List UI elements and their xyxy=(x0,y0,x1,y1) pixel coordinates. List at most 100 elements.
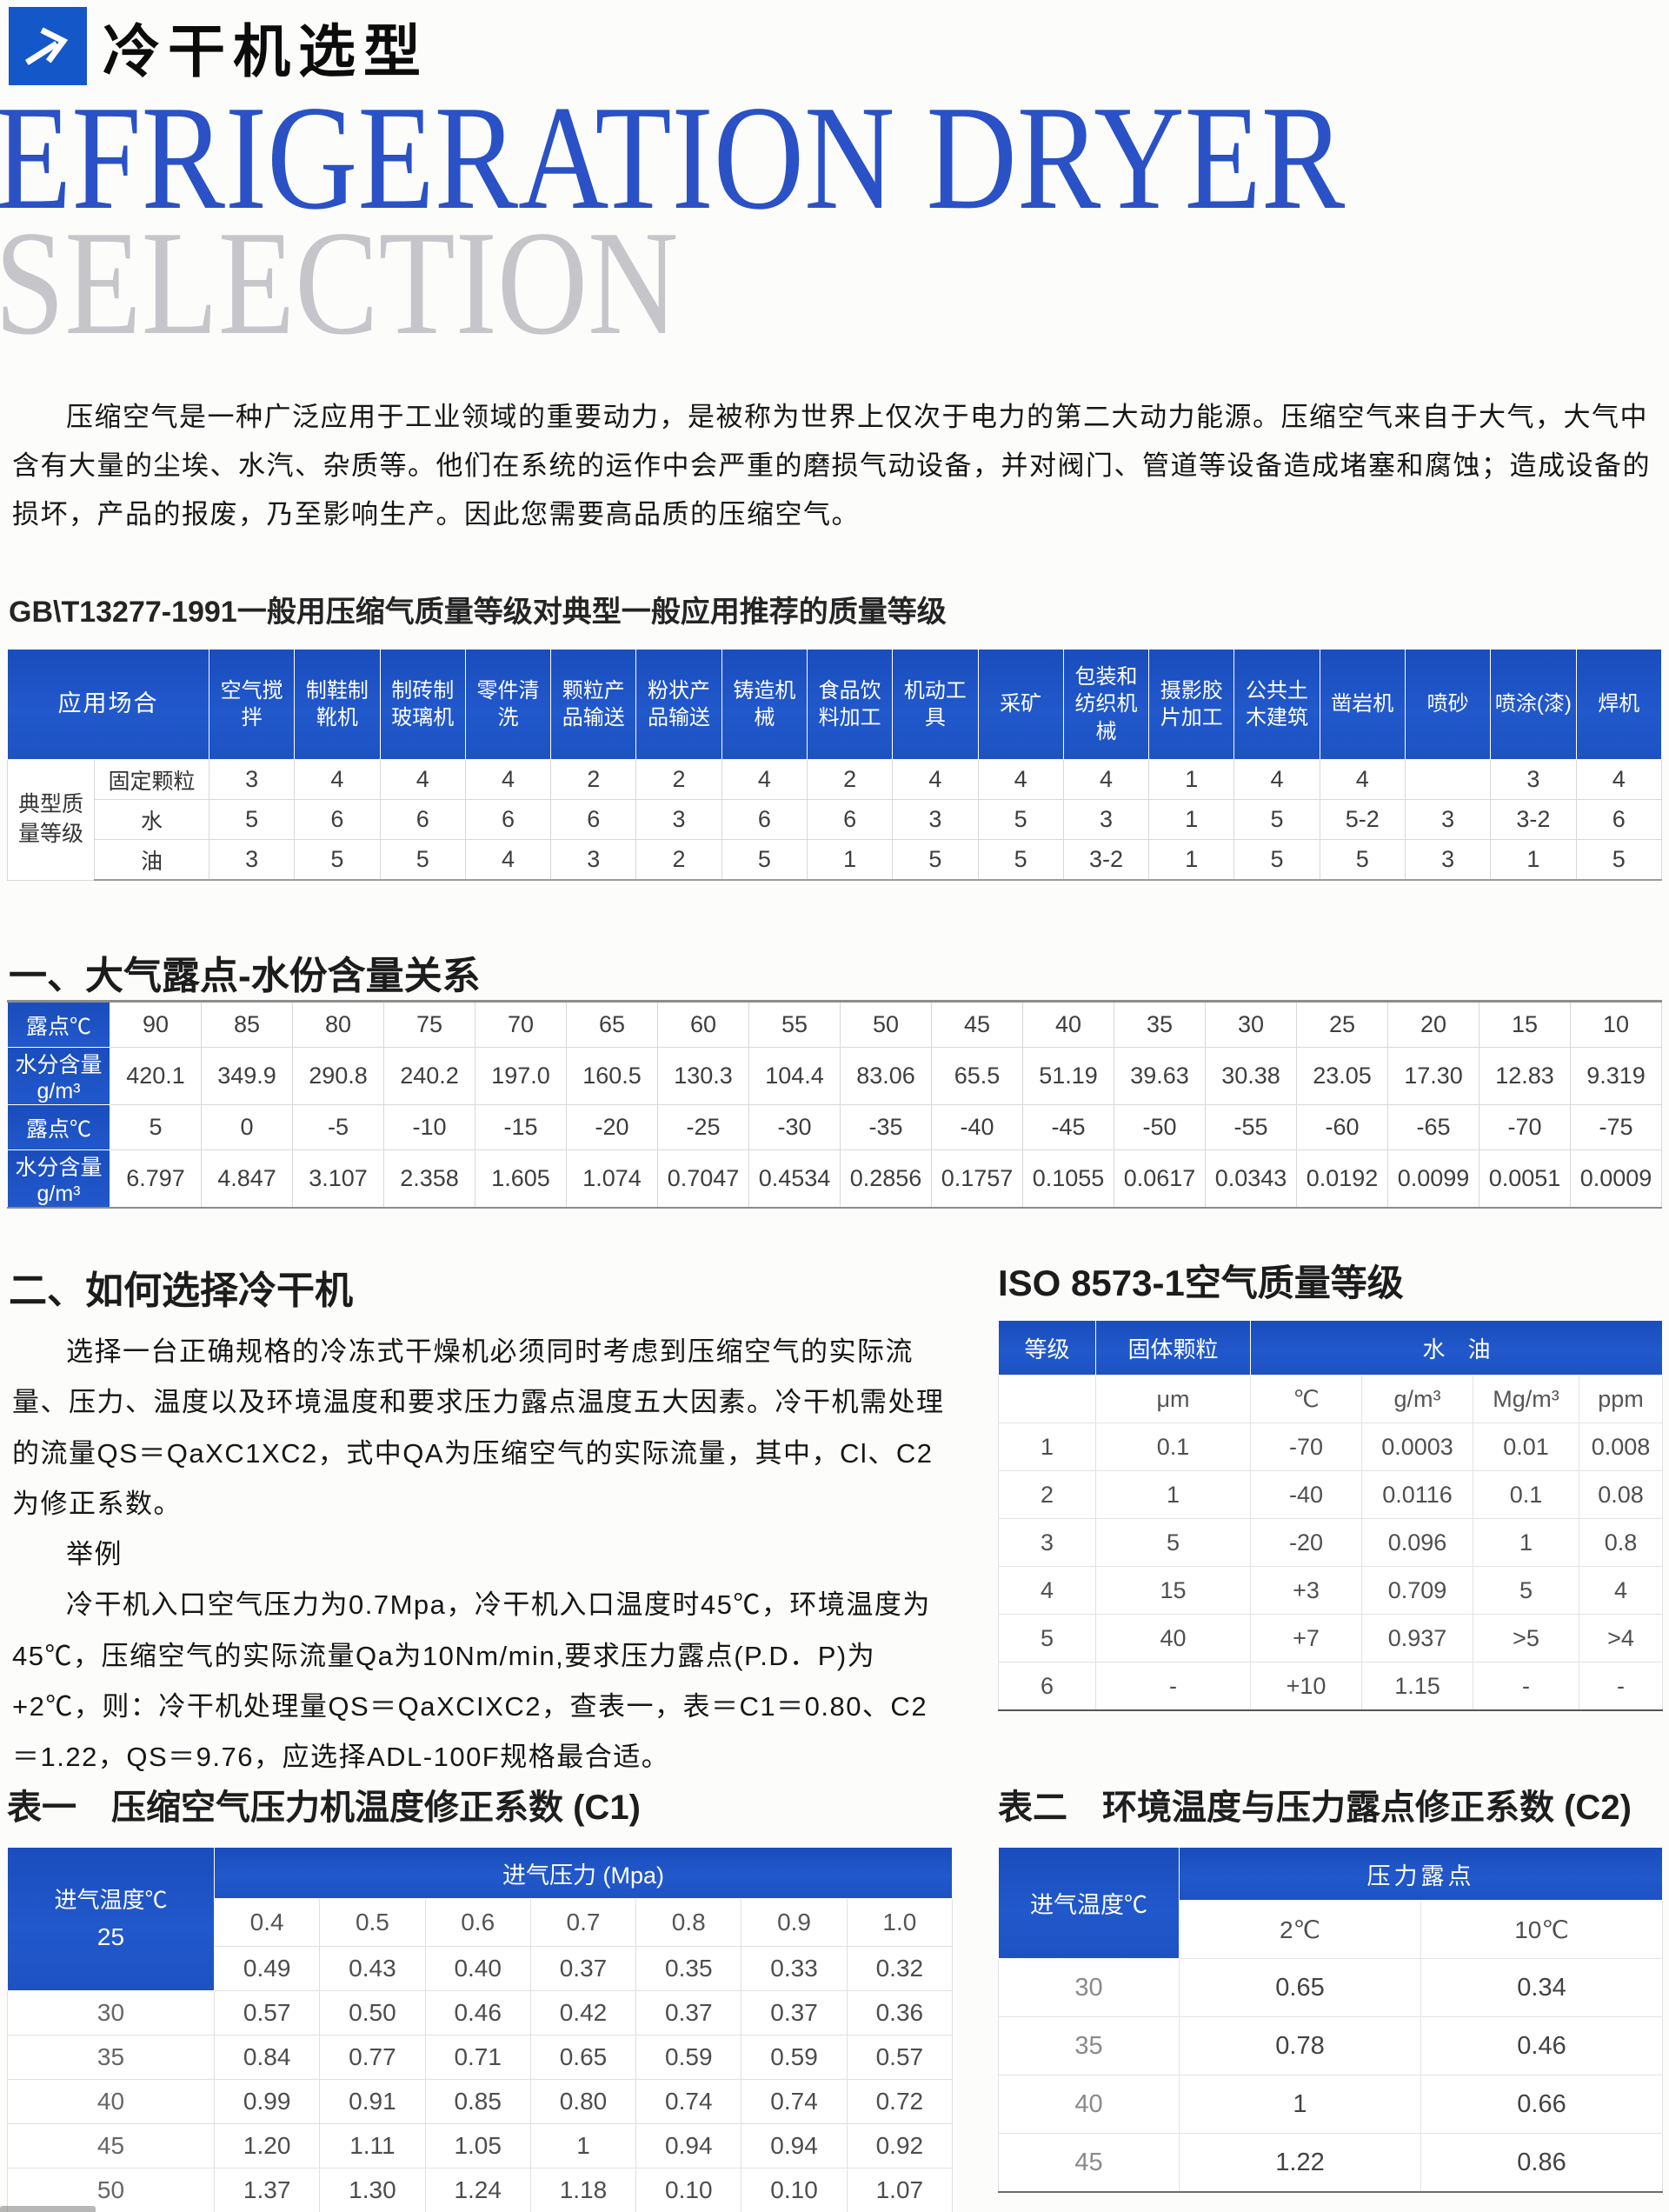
dewpoint-value-cell: 5 xyxy=(110,1104,202,1150)
dewpoint-value-cell: -55 xyxy=(1205,1104,1297,1150)
iso-value-cell: 0.1 xyxy=(1473,1470,1579,1519)
dewpoint-value-cell: 20 xyxy=(1387,1001,1479,1048)
t2-value-cell: 0.78 xyxy=(1179,2016,1421,2075)
dewpoint-value-cell: 1.074 xyxy=(566,1149,658,1209)
t1-value-cell: 0.49 xyxy=(213,1946,321,1991)
gb-value-cell: 4 xyxy=(721,759,808,800)
iso-unit-label: μm xyxy=(1095,1375,1251,1423)
dewpoint-value-cell: 0.0099 xyxy=(1387,1149,1479,1209)
gb-value-cell: 5 xyxy=(892,839,979,881)
dewpoint-value-cell: 3.107 xyxy=(292,1149,384,1209)
t1-value-cell: 1 xyxy=(529,2123,637,2169)
t1-value-cell: 1.20 xyxy=(213,2123,321,2169)
selection-paragraph-1: 选择一台正确规格的冷冻式干燥机必须同时考虑到压缩空气的实际流量、压力、温度以及环… xyxy=(12,1336,945,1519)
gb-value-cell: 2 xyxy=(550,759,637,800)
dewpoint-value-cell: 0.0009 xyxy=(1570,1149,1662,1209)
gb-value-cell: 3 xyxy=(208,839,296,881)
dewpoint-value-cell: 197.0 xyxy=(475,1047,567,1105)
gb-value-cell: 5 xyxy=(294,839,381,881)
gb-column-header: 包装和纺织机械 xyxy=(1062,649,1150,760)
gb-value-cell: 2 xyxy=(806,759,894,800)
intro-paragraph: 压缩空气是一种广泛应用于工业领域的重要动力，是被称为世界上仅次于电力的第二大动力… xyxy=(12,402,1651,530)
iso-table: 等级 固体颗粒水 油 μm ℃ g/m³ Mg/m³ ppm 1 0.1 -70 0.0003 0.0… xyxy=(998,1320,1664,1711)
t1-value-cell: 1.24 xyxy=(424,2168,531,2212)
t2-corner-header: 进气温度℃ xyxy=(998,1847,1180,1959)
iso-grade-cell: 3 xyxy=(998,1518,1096,1567)
dewpoint-value-cell: -75 xyxy=(1570,1104,1662,1150)
gb-value-cell: 6 xyxy=(294,799,381,840)
iso-value-cell: +10 xyxy=(1250,1662,1362,1711)
dewpoint-value-cell: -50 xyxy=(1114,1104,1206,1150)
gb-value-cell: 4 xyxy=(464,839,552,881)
gb-value-cell: 1 xyxy=(1148,839,1235,881)
t1-corner-label: 进气温度℃ xyxy=(54,1887,168,1914)
dewpoint-value-cell: 0.0051 xyxy=(1479,1149,1571,1209)
gb-value-cell: 3-2 xyxy=(1490,799,1577,840)
selection-text: 选择一台正确规格的冷冻式干燥机必须同时考虑到压缩空气的实际流量、压力、温度以及环… xyxy=(12,1327,954,1782)
gb-value-cell: 2 xyxy=(635,759,722,800)
section-two-heading: 二、如何选择冷干机 xyxy=(9,1269,353,1312)
t1-value-cell: 0.50 xyxy=(319,1990,426,2035)
gb-value-cell: 5 xyxy=(1575,839,1662,881)
dewpoint-value-cell: 15 xyxy=(1479,1001,1571,1048)
iso-unit-label: ℃ xyxy=(1250,1375,1362,1423)
dewpoint-value-cell: 40 xyxy=(1022,1001,1114,1048)
t2-temp-label: 40 xyxy=(998,2075,1180,2134)
iso-value-cell: >5 xyxy=(1473,1614,1579,1662)
dewpoint-value-cell: -65 xyxy=(1387,1104,1479,1150)
dewpoint-value-cell: 65.5 xyxy=(931,1047,1023,1105)
dewpoint-value-cell: 0.4534 xyxy=(748,1149,841,1209)
iso-value-cell: 1.15 xyxy=(1361,1662,1473,1711)
iso-solid-header: 固体颗粒 xyxy=(1095,1320,1251,1376)
page-title: 冷干机选型 xyxy=(103,19,429,83)
gb-value-cell: 6 xyxy=(464,799,552,840)
gb-value-cell: 3-2 xyxy=(1062,839,1150,881)
dewpoint-row-label: 水分含量g/m³ xyxy=(7,1047,110,1105)
dewpoint-value-cell: 30 xyxy=(1205,1001,1297,1048)
dewpoint-value-cell: 39.63 xyxy=(1114,1047,1206,1105)
section-one-heading: 一、大气露点-水份含量关系 xyxy=(9,955,481,997)
gb-value-cell: 5 xyxy=(208,799,296,840)
gb-value-cell: 1 xyxy=(1148,759,1235,800)
gb-value-cell: 5 xyxy=(977,839,1064,881)
dewpoint-value-cell: 0.1757 xyxy=(931,1149,1023,1209)
t1-pressure-label: 0.4 xyxy=(213,1898,321,1947)
dewpoint-value-cell: 1.605 xyxy=(475,1149,567,1209)
gb-value-cell: 3 xyxy=(1062,799,1150,840)
iso-value-cell: - xyxy=(1473,1662,1579,1711)
gb-value-cell: 4 xyxy=(1233,759,1320,800)
title-en-secondary: SELECTION xyxy=(0,201,679,366)
dewpoint-value-cell: -60 xyxy=(1296,1104,1388,1150)
dewpoint-value-cell: -15 xyxy=(475,1104,567,1150)
t1-value-cell: 0.40 xyxy=(424,1946,531,1991)
t1-value-cell: 0.94 xyxy=(741,2123,848,2169)
dewpoint-value-cell: 160.5 xyxy=(566,1047,658,1105)
t1-value-cell: 1.05 xyxy=(424,2123,531,2169)
dewpoint-value-cell: -25 xyxy=(657,1104,749,1150)
t1-value-cell: 0.57 xyxy=(213,1990,321,2035)
dewpoint-value-cell: 12.83 xyxy=(1479,1047,1571,1105)
dewpoint-value-cell: 60 xyxy=(657,1001,749,1048)
dewpoint-value-cell: 25 xyxy=(1296,1001,1388,1048)
t2-value-cell: 0.66 xyxy=(1420,2075,1663,2134)
gb-value-cell: 5 xyxy=(379,839,466,881)
gb-row-label: 固定颗粒 xyxy=(94,759,209,800)
iso-value-cell: 0.096 xyxy=(1361,1518,1473,1567)
dewpoint-value-cell: 23.05 xyxy=(1296,1047,1388,1105)
iso-value-cell: - xyxy=(1095,1662,1251,1711)
dewpoint-value-cell: 80 xyxy=(292,1001,384,1048)
gb-value-cell: 2 xyxy=(635,839,722,881)
dewpoint-value-cell: 51.19 xyxy=(1022,1047,1114,1105)
t2-value-cell: 0.65 xyxy=(1179,1958,1421,2017)
arrow-right-icon xyxy=(17,14,78,79)
dewpoint-value-cell: -10 xyxy=(383,1104,475,1150)
iso-value-cell: 0.01 xyxy=(1473,1422,1579,1471)
gb-column-header: 采矿 xyxy=(977,649,1064,760)
example-label: 举例 xyxy=(66,1539,123,1570)
iso-value-cell: 0.1 xyxy=(1095,1422,1251,1471)
t2-dewpoint-label: 2℃ xyxy=(1179,1900,1421,1959)
t1-temp-label: 40 xyxy=(7,2079,215,2124)
dewpoint-value-cell: 85 xyxy=(201,1001,293,1048)
gb-value-cell: 1 xyxy=(1148,799,1235,840)
